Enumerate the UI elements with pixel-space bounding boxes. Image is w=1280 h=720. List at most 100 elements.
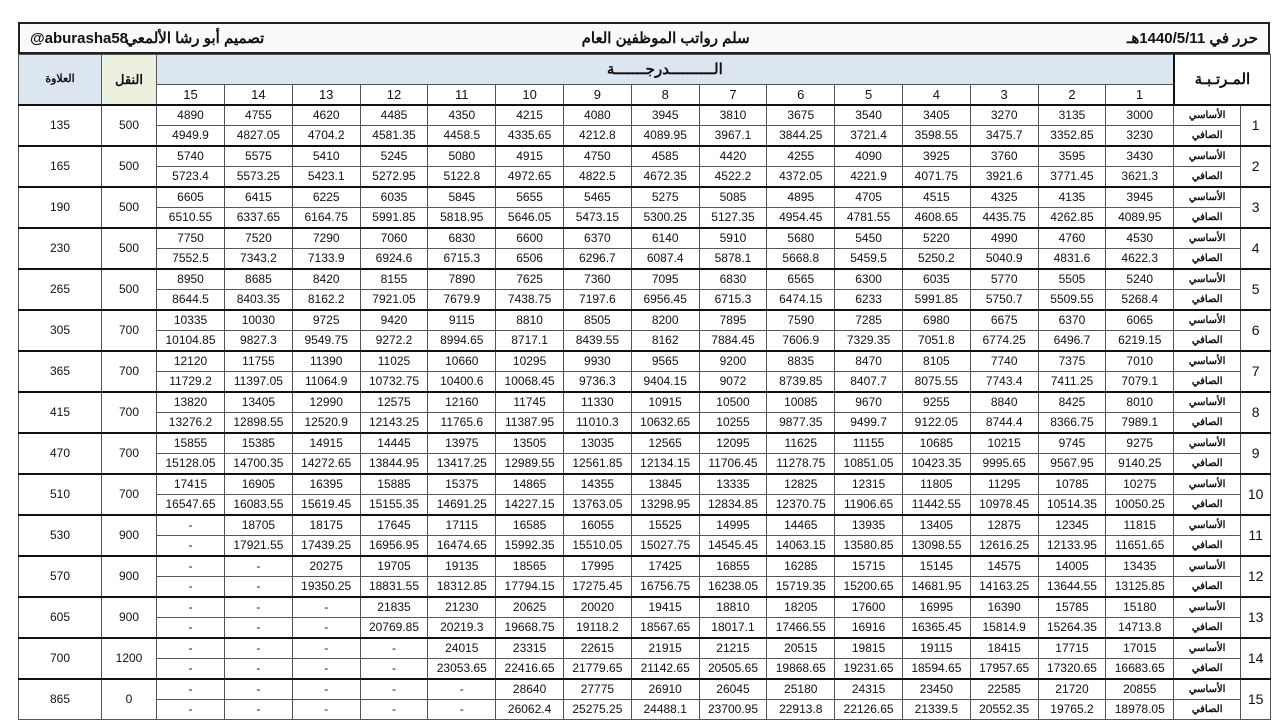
net-salary-cell: 19350.25 (291, 576, 361, 598)
rank-row-net: الصافي 5268.4 5509.55 5750.7 5991.85 6233 6474… (19, 289, 1271, 311)
basic-salary-cell: 7590 (766, 309, 836, 331)
basic-salary-cell: 13435 (1105, 555, 1175, 577)
net-salary-cell: 4704.2 (291, 125, 361, 147)
transport-header: النقل (101, 54, 157, 106)
net-salary-cell: 15155.35 (359, 494, 429, 516)
net-salary-cell: 7884.45 (698, 330, 768, 352)
basic-salary-cell: 9255 (901, 391, 971, 413)
rank-row-basic: 13 الأساسي 15180 15785 16390 16995 17600 18205 1… (18, 596, 1272, 639)
designer-credit: تصميم أبو رشا الألمعي (125, 30, 265, 47)
rank-number: 7 (1240, 350, 1272, 393)
net-salary-cell: 11387.95 (495, 412, 564, 434)
net-salary-cell: 5473.15 (562, 207, 632, 229)
basic-salary-cell: - (359, 678, 429, 700)
net-salary-cell: 17957.65 (969, 658, 1039, 680)
net-salary-cell: 4089.95 (630, 125, 700, 147)
net-salary-cell: 5127.35 (698, 207, 768, 229)
basic-label: الأساسي (1173, 555, 1242, 577)
grade-number: 7 (698, 84, 768, 106)
basic-salary-cell: 3945 (630, 104, 700, 126)
rank-row-net: الصافي 14713.8 15264.35 15814.9 16365.45 1691… (19, 617, 1271, 639)
net-salary-cell: 18831.55 (359, 576, 429, 598)
net-salary-cell: 16365.45 (901, 617, 971, 639)
grade-number: 1 (1105, 84, 1175, 106)
net-salary-cell: 4954.45 (766, 207, 836, 229)
basic-salary-cell: 11025 (359, 350, 429, 372)
net-salary-cell: 9736.3 (562, 371, 632, 393)
basic-salary-cell: 27775 (562, 678, 632, 700)
basic-salary-cell: 15715 (834, 555, 903, 577)
net-salary-cell: 4372.05 (766, 166, 836, 188)
net-salary-cell: 6337.65 (224, 207, 293, 229)
net-salary-cell: 3721.4 (834, 125, 903, 147)
basic-salary-cell: 17015 (1105, 637, 1175, 659)
basic-salary-cell: 9115 (427, 309, 497, 331)
basic-salary-cell: 5740 (156, 145, 225, 167)
rank-number: 11 (1240, 514, 1272, 557)
basic-salary-cell: 6370 (1037, 309, 1107, 331)
basic-salary-cell: 3945 (1105, 186, 1175, 208)
rank-number: 5 (1240, 268, 1272, 311)
net-salary-cell: 5040.9 (969, 248, 1039, 270)
net-salary-cell: 7989.1 (1105, 412, 1175, 434)
net-salary-cell: 11278.75 (766, 453, 836, 475)
rank-number: 1 (1240, 104, 1272, 147)
basic-salary-cell: 15855 (156, 432, 225, 454)
basic-salary-cell: 10085 (766, 391, 836, 413)
basic-salary-cell: - (291, 678, 361, 700)
basic-salary-cell: 8420 (291, 268, 361, 290)
net-salary-cell: - (359, 699, 429, 720)
net-salary-cell: - (156, 617, 225, 639)
net-salary-cell: 26062.4 (495, 699, 564, 720)
net-salary-cell: 16083.55 (224, 494, 293, 516)
basic-salary-cell: 13975 (427, 432, 497, 454)
rank-row-net: الصافي 3230 3352.85 3475.7 3598.55 3721.4 3844… (19, 125, 1271, 147)
net-salary-cell: 9140.25 (1105, 453, 1175, 475)
basic-salary-cell: 6830 (427, 227, 497, 249)
basic-salary-cell: 16285 (766, 555, 836, 577)
basic-salary-cell: 10685 (901, 432, 971, 454)
basic-salary-cell: 17415 (156, 473, 225, 495)
rank-row-basic: 9 الأساسي 9275 9745 10215 10685 11155 11625 1209… (18, 432, 1272, 475)
net-salary-cell: 3598.55 (901, 125, 971, 147)
basic-salary-cell: 3810 (698, 104, 768, 126)
basic-salary-cell: 19415 (630, 596, 700, 618)
net-salary-cell: 11064.9 (291, 371, 361, 393)
basic-salary-cell: 17425 (630, 555, 700, 577)
basic-salary-cell: 6600 (495, 227, 564, 249)
net-salary-cell: 17794.15 (495, 576, 564, 598)
transport-value: 900 (101, 514, 157, 557)
rank-row-net: الصافي 11651.65 12133.95 12616.25 13098.55 13… (19, 535, 1271, 557)
net-salary-cell: 17439.25 (291, 535, 361, 557)
basic-salary-cell: 5655 (495, 186, 564, 208)
net-salary-cell: 16683.65 (1105, 658, 1175, 680)
basic-salary-cell: 9200 (698, 350, 768, 372)
net-salary-cell: 16238.05 (698, 576, 768, 598)
net-salary-cell: 6924.6 (359, 248, 429, 270)
basic-salary-cell: - (156, 555, 225, 577)
net-salary-cell: 9827.3 (224, 330, 293, 352)
net-salary-cell: 9122.05 (901, 412, 971, 434)
net-salary-cell: 9549.75 (291, 330, 361, 352)
net-salary-cell: 4262.85 (1037, 207, 1107, 229)
transport-value: 500 (101, 186, 157, 229)
rank-row-basic: 8 الأساسي 8010 8425 8840 9255 9670 10085 10500 10… (18, 391, 1272, 434)
basic-salary-cell: 5245 (359, 145, 429, 167)
net-salary-cell: 13580.85 (834, 535, 903, 557)
rank-row-basic: 1 الأساسي 3000 3135 3270 3405 3540 3675 3810 3945… (18, 104, 1272, 147)
net-salary-cell: 4335.65 (495, 125, 564, 147)
basic-salary-cell: 11745 (495, 391, 564, 413)
net-salary-cell: 8075.55 (901, 371, 971, 393)
net-salary-cell: - (427, 699, 497, 720)
basic-salary-cell: 13845 (630, 473, 700, 495)
net-salary-cell: 7079.1 (1105, 371, 1175, 393)
basic-salary-cell: 4760 (1037, 227, 1107, 249)
basic-salary-cell: 17115 (427, 514, 497, 536)
salary-table: المـرتـبـة الــــــــــدرجـــــــة النقل… (18, 54, 1272, 720)
basic-salary-cell: 4530 (1105, 227, 1175, 249)
net-salary-cell: 3475.7 (969, 125, 1039, 147)
basic-salary-cell: 11155 (834, 432, 903, 454)
net-label: الصافي (1173, 576, 1242, 598)
basic-salary-cell: 5575 (224, 145, 293, 167)
net-salary-cell: 10255 (698, 412, 768, 434)
